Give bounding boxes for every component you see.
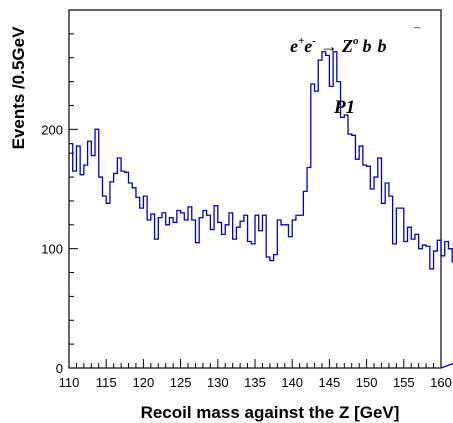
x-axis-title: Recoil mass against the Z [GeV] (141, 403, 400, 422)
x-tick-label: 115 (96, 375, 117, 390)
y-tick-label: 0 (56, 361, 63, 376)
axis-ticks (68, 9, 442, 369)
y-tick-label: 100 (41, 242, 63, 257)
panel-label: P1 (333, 97, 355, 118)
annot-bbar-overline: ¯ (413, 25, 421, 40)
x-tick-label: 125 (170, 375, 192, 390)
x-tick-label: 140 (281, 375, 303, 390)
x-tick-label: 150 (356, 375, 378, 390)
annot-bbar: b (377, 36, 386, 56)
annot-arrow: → (320, 36, 338, 56)
x-tick-label: 135 (244, 375, 266, 390)
x-tick-label: 155 (393, 375, 415, 390)
process-annotation: e+e- → Zo b b ¯ (290, 25, 421, 56)
x-tick-label: 110 (59, 375, 80, 390)
y-axis-title: Events /0.5GeV (9, 26, 28, 150)
histogram-series (69, 51, 453, 369)
annot-sup1: + (298, 35, 304, 47)
annot-e2: e (304, 36, 312, 56)
x-tick-label: 130 (207, 375, 229, 390)
axis-tick-labels: 110 115 120 125 130 135 140 145 150 155 160 0 100 200 (41, 122, 452, 390)
annot-sup2: - (312, 35, 316, 47)
annot-z: Z (341, 36, 353, 56)
annot-e1: e (290, 36, 298, 56)
annot-b: b (362, 36, 371, 56)
x-tick-label: 160 (430, 375, 452, 390)
annot-sup3: o (353, 35, 359, 47)
x-tick-label: 145 (319, 375, 341, 390)
x-tick-label: 120 (133, 375, 155, 390)
y-tick-label: 200 (41, 122, 63, 137)
